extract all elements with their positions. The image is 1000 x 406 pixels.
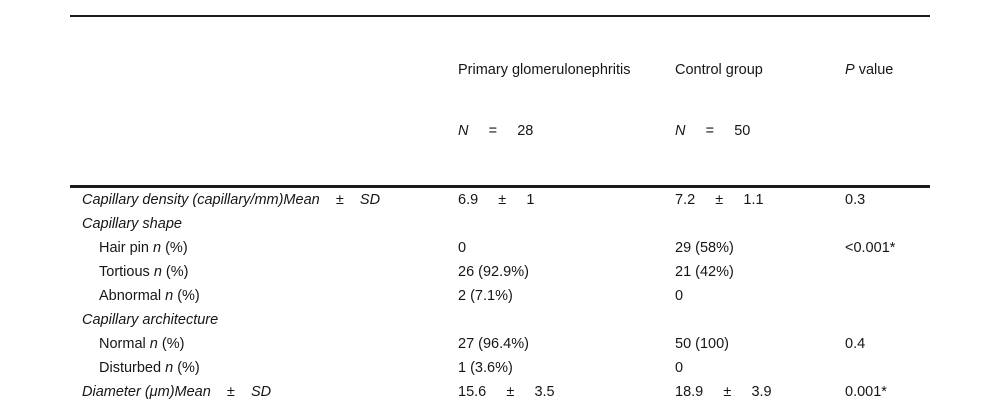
cell-pvalue: [845, 284, 930, 308]
cell-pvalue: 0.001*: [845, 383, 887, 400]
row-label: Capillary shape: [82, 215, 182, 232]
table-row-tortious: Tortious n (%) 26 (92.9%) 21 (42%): [70, 260, 930, 284]
row-label: Tortious n (%): [70, 260, 458, 284]
cell-primary: 6.9 ± 1: [458, 191, 535, 208]
row-label: Diameter (μm)Mean ± SD: [82, 383, 272, 400]
row-label-suffix: (%): [157, 335, 185, 352]
table-header-divider: [70, 185, 930, 188]
row-label-suffix: (%): [161, 263, 189, 280]
control-n-symbol: N: [675, 123, 686, 139]
row-label-n: n: [165, 287, 174, 304]
cell-control: 0: [675, 287, 684, 304]
table-row-abnormal: Abnormal n (%) 2 (7.1%) 0: [70, 284, 930, 308]
header-primary-group: Primary glomerulonephritis N = 28: [458, 22, 675, 181]
cell-control: 7.2 ± 1.1: [675, 191, 764, 208]
cell-primary: 2 (7.1%): [458, 287, 513, 304]
primary-n-symbol: N: [458, 123, 469, 139]
column-header-primary: Primary glomerulonephritis: [458, 62, 631, 78]
cell-primary: 15.6 ± 3.5: [458, 383, 555, 400]
cell-primary: 27 (96.4%): [458, 335, 529, 352]
cell-primary: 0: [458, 239, 467, 256]
cell-primary: 1 (3.6%): [458, 359, 513, 376]
column-header-control: Control group: [675, 62, 763, 78]
row-label-text: Normal: [99, 335, 150, 352]
row-label-n: n: [153, 239, 162, 256]
pvalue-label-rest: value: [854, 62, 894, 78]
row-label-text: Disturbed: [99, 359, 166, 376]
column-header-pvalue: P value: [845, 58, 930, 82]
cell-pvalue: <0.001*: [845, 239, 896, 256]
cell-pvalue: [845, 260, 930, 284]
cell-control: [675, 308, 845, 332]
cell-pvalue: [845, 356, 930, 380]
row-label: Capillary architecture: [82, 311, 219, 328]
table-row-capillary-shape: Capillary shape: [70, 212, 930, 236]
table-row-normal: Normal n (%) 27 (96.4%) 50 (100) 0.4: [70, 332, 930, 356]
cell-primary: 26 (92.9%): [458, 263, 529, 280]
table-row-disturbed: Disturbed n (%) 1 (3.6%) 0: [70, 356, 930, 380]
table-row-diameter: Diameter (μm)Mean ± SD 15.6 ± 3.5 18.9 ±…: [70, 380, 930, 404]
control-n-line: N = 50: [675, 118, 845, 145]
cell-pvalue: [845, 212, 930, 236]
row-label: Capillary density (capillary/mm)Mean ± S…: [82, 191, 381, 208]
row-label-text: Hair pin: [99, 239, 153, 256]
cell-pvalue: 0.4: [845, 335, 866, 352]
table-header: Primary glomerulonephritis N = 28 Contro…: [70, 17, 930, 185]
cell-control: 50 (100): [675, 335, 730, 352]
header-empty-cell: [70, 22, 458, 181]
primary-n-value: = 28: [468, 123, 534, 139]
pvalue-p-symbol: P: [845, 62, 855, 78]
header-control-group: Control group N = 50: [675, 22, 845, 181]
row-label: Hair pin n (%): [70, 236, 458, 260]
row-label-suffix: (%): [173, 287, 200, 304]
row-label: Disturbed n (%): [70, 356, 458, 380]
control-n-value: = 50: [685, 123, 751, 139]
table-body: Capillary density (capillary/mm)Mean ± S…: [70, 188, 930, 406]
primary-n-line: N = 28: [458, 118, 675, 145]
row-label-suffix: (%): [173, 359, 200, 376]
table-row-capillary-architecture: Capillary architecture: [70, 308, 930, 332]
cell-pvalue: [845, 308, 930, 332]
row-label: Abnormal n (%): [70, 284, 458, 308]
cell-control: 0: [675, 359, 684, 376]
cell-control: 29 (58%): [675, 239, 734, 256]
cell-primary: [458, 308, 675, 332]
row-label: Normal n (%): [70, 332, 458, 356]
row-label-n: n: [165, 359, 174, 376]
cell-pvalue: 0.3: [845, 191, 866, 208]
table-row-hair-pin: Hair pin n (%) 0 29 (58%) <0.001*: [70, 236, 930, 260]
table-top-rule: [70, 15, 930, 17]
cell-control: [675, 212, 845, 236]
cell-control: 21 (42%): [675, 263, 734, 280]
table-row-capillary-density: Capillary density (capillary/mm)Mean ± S…: [70, 188, 930, 212]
comparison-table: Primary glomerulonephritis N = 28 Contro…: [70, 15, 930, 406]
row-label-n: n: [153, 263, 162, 280]
cell-control: 18.9 ± 3.9: [675, 383, 772, 400]
cell-primary: [458, 212, 675, 236]
row-label-text: Abnormal: [99, 287, 166, 304]
row-label-text: Tortious: [99, 263, 154, 280]
row-label-suffix: (%): [161, 239, 188, 256]
row-label-n: n: [149, 335, 158, 352]
header-pvalue: P value: [845, 22, 930, 181]
